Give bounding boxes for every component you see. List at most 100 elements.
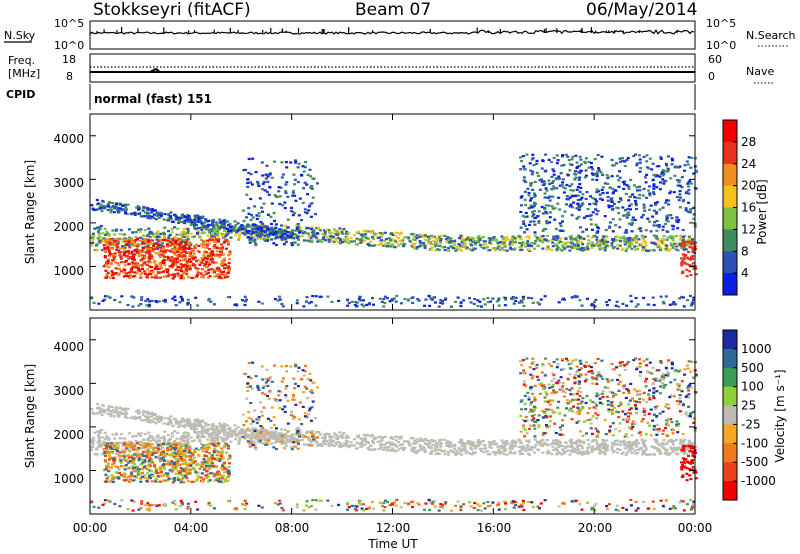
power-point <box>482 243 486 246</box>
velocity-point <box>672 448 676 451</box>
power-point <box>425 239 428 242</box>
power-point <box>468 248 472 251</box>
power-point <box>548 247 552 250</box>
power-point <box>266 213 270 216</box>
power-point <box>564 237 568 240</box>
power-point <box>637 154 641 157</box>
power-point <box>694 267 698 270</box>
power-point <box>640 216 644 219</box>
velocity-point <box>338 431 342 434</box>
power-point <box>552 173 556 176</box>
power-point <box>100 209 104 213</box>
power-point <box>577 164 581 167</box>
power-point <box>605 235 609 238</box>
power-point <box>661 228 665 231</box>
power-point <box>671 159 674 162</box>
power-point <box>293 194 297 197</box>
velocity-point <box>474 445 478 448</box>
power-point <box>686 299 689 302</box>
power-point <box>618 170 622 173</box>
power-point <box>617 179 621 182</box>
power-point <box>273 194 277 197</box>
power-point <box>536 215 540 218</box>
power-point <box>297 214 301 217</box>
power-point <box>202 231 206 235</box>
power-point <box>263 238 267 241</box>
power-point <box>688 210 692 214</box>
power-point <box>247 225 251 228</box>
velocity-point <box>560 444 564 448</box>
power-point <box>125 208 129 211</box>
power-point <box>194 243 198 246</box>
power-point <box>512 302 516 305</box>
velocity-scatter-data <box>90 357 698 512</box>
power-point <box>344 238 348 242</box>
power-point <box>257 212 261 215</box>
velocity-point <box>341 444 345 448</box>
power-point <box>411 301 415 305</box>
power-point <box>226 232 230 235</box>
power-point <box>447 238 451 242</box>
power-point <box>207 268 211 272</box>
power-point <box>275 230 279 233</box>
power-point <box>493 249 497 252</box>
power-point <box>472 247 475 250</box>
velocity-point <box>623 442 627 445</box>
velocity-point <box>253 442 257 445</box>
power-point <box>284 191 288 195</box>
velocity-point <box>108 441 112 445</box>
power-point <box>578 206 582 209</box>
power-point <box>428 297 432 300</box>
velocity-point <box>413 446 417 449</box>
power-point <box>266 239 270 242</box>
power-point <box>635 164 639 167</box>
velocity-point <box>662 439 666 442</box>
power-point <box>141 209 145 212</box>
power-point <box>555 154 559 157</box>
power-point <box>107 233 111 236</box>
power-point <box>669 214 673 217</box>
velocity-point <box>645 453 648 456</box>
power-point <box>606 182 610 185</box>
nsearch-label: N.Search <box>746 29 796 42</box>
power-point <box>591 241 595 244</box>
power-point <box>688 246 692 249</box>
velocity-point <box>355 441 359 444</box>
power-point <box>652 303 656 307</box>
velocity-point <box>238 436 242 439</box>
power-point <box>527 296 530 299</box>
power-point <box>158 240 162 243</box>
power-point <box>547 158 551 161</box>
power-point <box>680 295 684 298</box>
power-point <box>193 226 196 229</box>
power-point <box>146 208 150 212</box>
power-point <box>508 243 512 246</box>
power-point <box>464 238 468 241</box>
power-point <box>510 298 514 301</box>
power-point <box>558 222 562 225</box>
velocity-point <box>411 437 415 440</box>
power-point <box>655 219 659 223</box>
power-point <box>203 240 207 243</box>
power-point <box>125 243 128 246</box>
power-point <box>340 230 344 233</box>
power-point <box>349 237 353 240</box>
power-point <box>257 184 261 187</box>
power-point <box>689 294 692 298</box>
power-point <box>210 256 213 259</box>
power-point <box>224 247 228 250</box>
power-point <box>690 257 694 260</box>
power-point <box>98 205 102 208</box>
power-point <box>563 210 567 213</box>
power-point <box>111 239 115 242</box>
power-point <box>431 296 435 299</box>
power-point <box>439 241 443 244</box>
power-point <box>357 230 361 233</box>
power-point <box>310 186 314 189</box>
power-point <box>611 230 615 233</box>
power-point <box>131 253 135 256</box>
power-point <box>421 243 425 246</box>
power-point <box>305 300 308 303</box>
velocity-point <box>527 448 531 451</box>
power-point <box>617 200 621 204</box>
